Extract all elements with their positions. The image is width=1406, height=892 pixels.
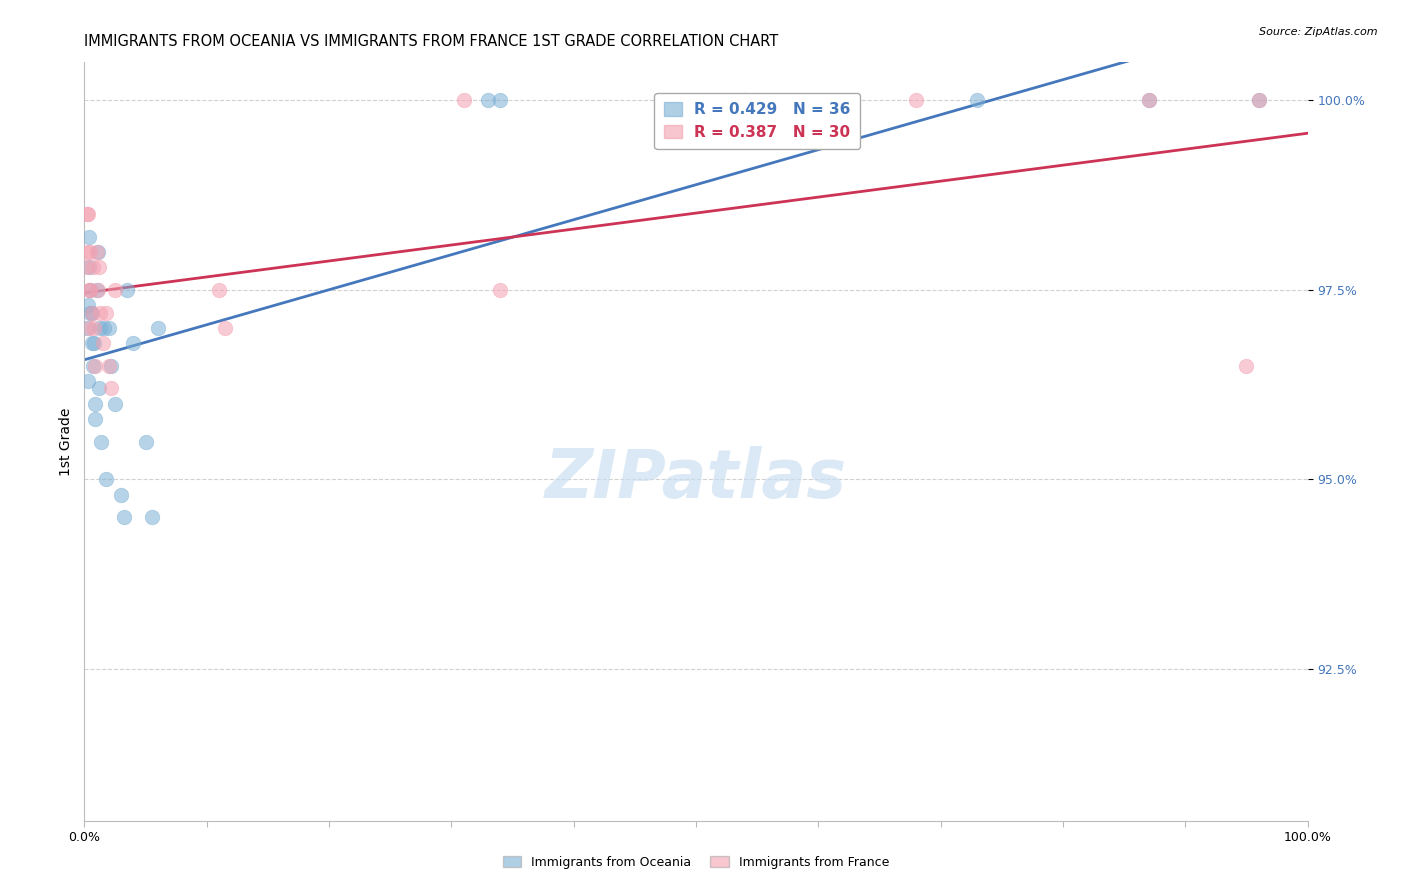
- Point: [734, 93, 756, 107]
- Point: [77, 260, 100, 274]
- Point: [208, 283, 231, 297]
- Point: [77, 207, 100, 221]
- Point: [86, 244, 108, 259]
- Point: [734, 93, 756, 107]
- Point: [1247, 93, 1270, 107]
- Point: [82, 260, 104, 274]
- Point: [96, 305, 118, 319]
- Point: [87, 283, 110, 297]
- Point: [76, 321, 98, 335]
- Point: [100, 382, 122, 396]
- Point: [477, 93, 499, 107]
- Point: [489, 93, 512, 107]
- Point: [93, 321, 115, 335]
- Point: [80, 305, 103, 319]
- Point: [115, 283, 138, 297]
- Point: [77, 283, 100, 297]
- Point: [87, 382, 110, 396]
- Point: [76, 244, 98, 259]
- Point: [84, 397, 107, 411]
- Point: [141, 510, 163, 524]
- Point: [89, 305, 111, 319]
- Point: [104, 397, 127, 411]
- Point: [90, 434, 112, 449]
- Y-axis label: 1st Grade: 1st Grade: [59, 408, 73, 475]
- Point: [79, 283, 101, 297]
- Point: [75, 260, 97, 274]
- Point: [966, 93, 988, 107]
- Point: [135, 434, 157, 449]
- Point: [80, 305, 103, 319]
- Point: [83, 336, 105, 351]
- Point: [146, 321, 169, 335]
- Point: [87, 260, 110, 274]
- Point: [97, 359, 120, 373]
- Point: [79, 283, 101, 297]
- Point: [76, 207, 98, 221]
- Point: [104, 283, 127, 297]
- Point: [100, 359, 122, 373]
- Point: [84, 359, 107, 373]
- Point: [86, 283, 108, 297]
- Point: [79, 244, 101, 259]
- Point: [489, 283, 512, 297]
- Point: [77, 321, 100, 335]
- Text: IMMIGRANTS FROM OCEANIA VS IMMIGRANTS FROM FRANCE 1ST GRADE CORRELATION CHART: IMMIGRANTS FROM OCEANIA VS IMMIGRANTS FR…: [84, 34, 779, 49]
- Point: [1137, 93, 1160, 107]
- Point: [89, 321, 111, 335]
- Point: [82, 359, 104, 373]
- Point: [77, 298, 100, 312]
- Point: [77, 230, 100, 244]
- Point: [84, 411, 107, 425]
- Point: [122, 336, 145, 351]
- Point: [453, 93, 475, 107]
- Point: [97, 321, 120, 335]
- Point: [214, 321, 236, 335]
- Point: [83, 321, 105, 335]
- Legend: Immigrants from Oceania, Immigrants from France: Immigrants from Oceania, Immigrants from…: [496, 849, 896, 875]
- Point: [110, 488, 132, 502]
- Point: [77, 374, 100, 388]
- Text: Source: ZipAtlas.com: Source: ZipAtlas.com: [1260, 27, 1378, 37]
- Point: [112, 510, 135, 524]
- Point: [1236, 359, 1258, 373]
- Point: [80, 336, 103, 351]
- Point: [91, 336, 114, 351]
- Text: ZIPatlas: ZIPatlas: [546, 447, 846, 512]
- Point: [87, 244, 110, 259]
- Point: [1247, 93, 1270, 107]
- Point: [96, 473, 118, 487]
- Point: [1137, 93, 1160, 107]
- Point: [905, 93, 928, 107]
- Point: [79, 305, 101, 319]
